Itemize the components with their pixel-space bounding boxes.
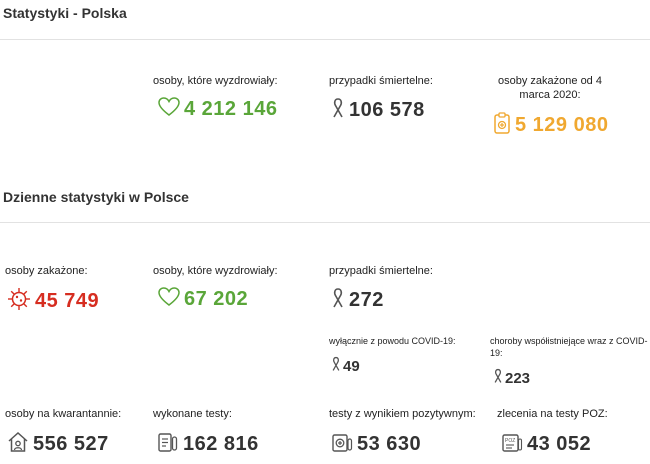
test-tubes-icon — [157, 431, 179, 458]
deaths-covid-only-label: wyłącznie z powodu COVID-19: — [329, 336, 456, 346]
daily-deaths-stat: 272 — [331, 287, 384, 314]
house-icon — [7, 431, 29, 458]
tests-value: 162 816 — [183, 433, 259, 455]
ribbon-icon — [493, 368, 503, 389]
daily-infected-value: 45 749 — [35, 290, 100, 312]
daily-recovered-value: 67 202 — [184, 288, 249, 310]
svg-text:POZ: POZ — [505, 438, 515, 444]
section-title-poland: Statystyki - Polska — [3, 5, 127, 21]
daily-infected-stat: 45 749 — [7, 287, 99, 316]
deaths-comorbid-value: 223 — [505, 370, 531, 387]
total-deaths-stat: 106 578 — [331, 97, 425, 124]
section-title-daily: Dzienne statystyki w Polsce — [3, 189, 189, 205]
ribbon-icon — [331, 97, 345, 124]
quarantine-value: 556 527 — [33, 433, 109, 455]
deaths-comorbid-label: choroby współistniejące wraz z COVID-19: — [490, 336, 648, 358]
positive-tests-value: 53 630 — [357, 433, 422, 455]
daily-recovered-label: osoby, które wyzdrowiały: — [153, 265, 278, 277]
total-infected-value: 5 129 080 — [515, 114, 609, 136]
virus-icon — [7, 287, 31, 316]
ribbon-icon — [331, 356, 341, 377]
poz-orders-value: 43 052 — [527, 433, 592, 455]
clipboard-icon — [493, 112, 511, 139]
deaths-covid-only-stat: 49 — [331, 356, 360, 377]
total-deaths-label: przypadki śmiertelne: — [329, 75, 433, 87]
ribbon-icon — [331, 287, 345, 314]
total-recovered-value: 4 212 146 — [184, 98, 278, 120]
deaths-comorbid-stat: 223 — [493, 368, 530, 389]
divider — [0, 222, 650, 223]
poz-order-icon: POZ — [501, 431, 523, 458]
heart-icon — [158, 97, 180, 122]
total-deaths-value: 106 578 — [349, 99, 425, 121]
tests-stat: 162 816 — [157, 431, 259, 458]
daily-recovered-stat: 67 202 — [158, 287, 248, 312]
positive-tests-label: testy z wynikiem pozytywnym: — [329, 408, 476, 420]
tests-label: wykonane testy: — [153, 408, 232, 420]
total-infected-stat: 5 129 080 — [493, 112, 608, 139]
daily-deaths-label: przypadki śmiertelne: — [329, 265, 433, 277]
quarantine-stat: 556 527 — [7, 431, 109, 458]
divider — [0, 39, 650, 40]
total-recovered-label: osoby, które wyzdrowiały: — [153, 75, 278, 87]
positive-tests-stat: 53 630 — [331, 431, 421, 458]
total-infected-label: osoby zakażone od 4 marca 2020: — [498, 75, 602, 101]
poz-orders-label: zlecenia na testy POZ: — [497, 408, 608, 420]
daily-infected-label: osoby zakażone: — [5, 265, 88, 277]
daily-deaths-value: 272 — [349, 289, 384, 311]
poz-orders-stat: POZ 43 052 — [501, 431, 591, 458]
deaths-covid-only-value: 49 — [343, 358, 360, 375]
positive-test-icon — [331, 431, 353, 458]
quarantine-label: osoby na kwarantannie: — [5, 408, 122, 420]
heart-icon — [158, 287, 180, 312]
total-recovered-stat: 4 212 146 — [158, 97, 277, 122]
